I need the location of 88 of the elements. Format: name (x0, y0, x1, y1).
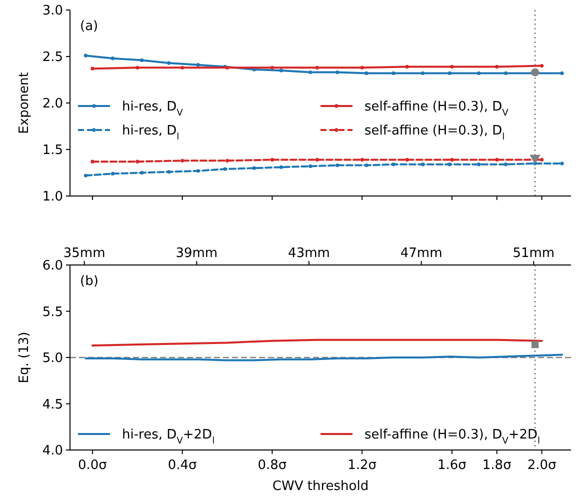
y-tick-label: 4.5 (42, 397, 63, 412)
point (531, 68, 540, 76)
annotation: (a) (80, 19, 98, 34)
x-tick-label: 0.8σ (258, 458, 287, 473)
x-tick-label: 1.6σ (437, 458, 466, 473)
point (405, 158, 409, 162)
x2-tick-label: 47mm (400, 246, 442, 261)
legend-label: hi-res, D$_{l}$ (122, 124, 180, 143)
point (420, 71, 425, 76)
legend-label: self-affine (H=0.3), D$_{V}$ (364, 100, 510, 119)
point (167, 61, 171, 65)
point (540, 158, 544, 162)
point (270, 158, 274, 162)
point (560, 71, 564, 76)
point (448, 162, 452, 166)
y-axis-title: Exponent (17, 72, 32, 134)
point (252, 166, 256, 170)
x-tick-label: 1.8σ (482, 458, 512, 473)
point (110, 172, 115, 176)
point (279, 165, 283, 169)
point (504, 71, 508, 76)
x2-tick-label: 43mm (288, 246, 330, 261)
point (167, 170, 171, 174)
point (364, 71, 368, 76)
point (308, 70, 312, 74)
y-tick-label: 1.5 (42, 143, 63, 158)
y-tick-label: 5.5 (42, 304, 63, 320)
x-tick-label: 2.0σ (527, 458, 556, 473)
legend-label: hi-res, D$_{V}$+2D$_{l}$ (122, 428, 215, 447)
x2-tick-label: 35mm (63, 246, 106, 261)
y-tick-label: 2.5 (42, 50, 63, 66)
point (136, 160, 140, 164)
point (560, 162, 564, 166)
point (90, 66, 94, 70)
point (360, 66, 364, 70)
y-tick-label: 6.0 (42, 258, 63, 274)
legend-label: hi-res, D$_{V}$ (122, 100, 184, 119)
point (392, 162, 396, 166)
point (495, 64, 499, 69)
point (140, 170, 144, 175)
x-tick-label: 0.4σ (168, 458, 197, 473)
y-tick-label: 5.0 (42, 351, 63, 366)
point (180, 158, 184, 162)
point (279, 68, 283, 72)
legend-label: self-affine (H=0.3), D$_{V}$+2D$_{l}$ (364, 428, 540, 447)
point (360, 158, 364, 162)
x-axis-title: CWV threshold (272, 479, 369, 494)
x2-tick-label: 51mm (512, 246, 555, 261)
point (90, 160, 94, 164)
point (336, 163, 340, 168)
point (225, 158, 230, 162)
point (450, 158, 454, 162)
point (84, 54, 88, 58)
point (420, 162, 425, 166)
point (477, 162, 481, 166)
point (364, 163, 368, 168)
y-tick-label: 3.0 (42, 4, 63, 19)
point (180, 66, 184, 70)
y-tick-label: 4.0 (42, 444, 63, 459)
point (392, 71, 396, 76)
point (136, 66, 140, 70)
point (477, 71, 481, 76)
point (495, 158, 499, 162)
point (405, 64, 409, 69)
annotation: (b) (80, 274, 98, 289)
point (84, 174, 88, 178)
x-tick-label: 0.0σ (78, 458, 107, 473)
point (540, 64, 544, 68)
point (336, 70, 340, 74)
point (196, 169, 200, 173)
x-tick-label: 1.2σ (348, 458, 377, 473)
y-tick-label: 2.0 (42, 96, 63, 112)
point (448, 71, 452, 76)
point (140, 58, 144, 62)
point (315, 158, 319, 162)
point (223, 167, 227, 171)
point (225, 66, 230, 70)
x2-tick-label: 39mm (176, 246, 218, 261)
point (315, 66, 319, 70)
point (110, 56, 115, 60)
legend-label: self-affine (H=0.3), D$_{l}$ (364, 124, 505, 143)
point (450, 64, 454, 69)
y-tick-label: 1.0 (42, 190, 63, 205)
point (308, 164, 312, 168)
point (270, 66, 274, 70)
point (196, 63, 200, 67)
y-axis-title: Eq. (13) (17, 332, 32, 384)
point (504, 162, 508, 166)
